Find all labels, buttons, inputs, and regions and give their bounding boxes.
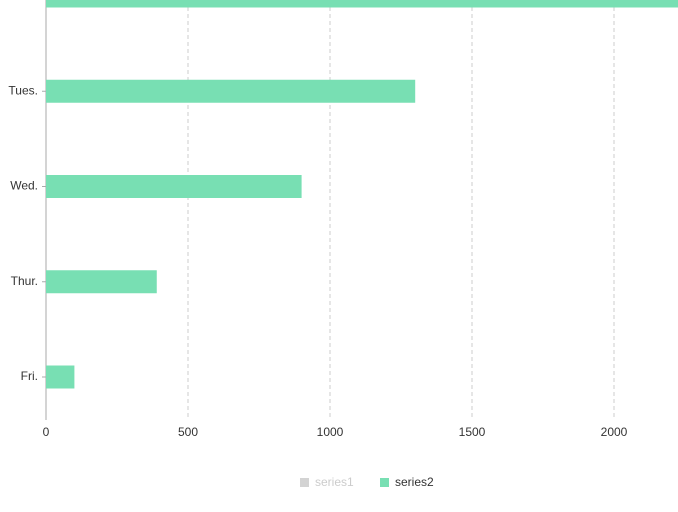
x-tick-label: 0	[43, 425, 50, 439]
bar	[46, 0, 678, 8]
x-tick-label: 500	[178, 425, 198, 439]
x-tick-label: 1500	[459, 425, 486, 439]
x-tick-label: 1000	[317, 425, 344, 439]
x-tick-label: 2000	[601, 425, 628, 439]
y-tick-label: Wed.	[10, 179, 38, 193]
y-tick-label: Tues.	[8, 83, 38, 97]
bar	[46, 365, 75, 389]
y-tick-label: Mon.	[11, 0, 38, 2]
legend-label[interactable]: series1	[315, 475, 354, 489]
bar	[46, 79, 416, 103]
bar	[46, 270, 157, 294]
y-tick-label: Fri.	[21, 369, 38, 383]
legend-swatch[interactable]	[380, 478, 389, 487]
y-tick-label: Thur.	[11, 274, 38, 288]
legend-label[interactable]: series2	[395, 475, 434, 489]
legend-swatch[interactable]	[300, 478, 309, 487]
bar	[46, 175, 302, 198]
